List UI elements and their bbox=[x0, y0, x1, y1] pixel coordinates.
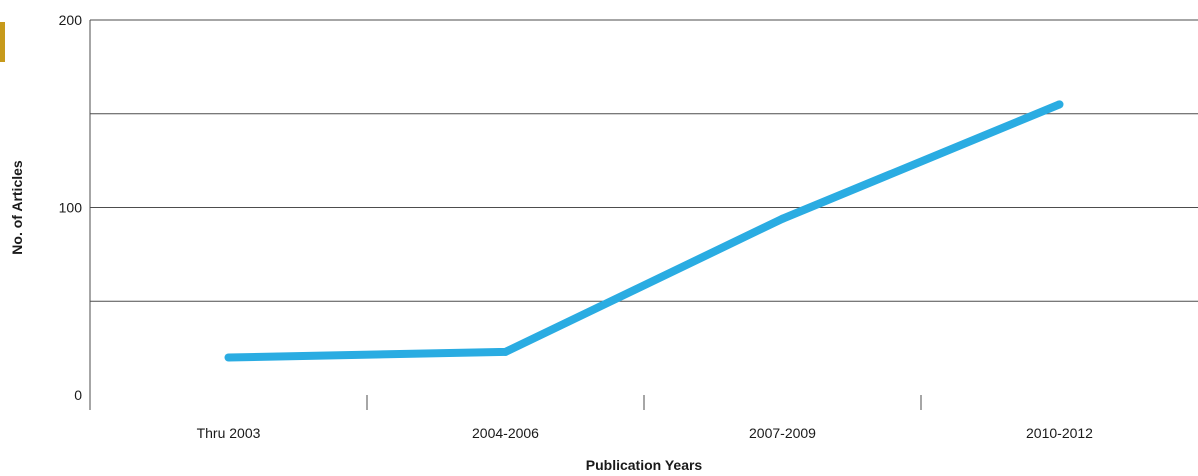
y-tick-label: 0 bbox=[74, 387, 82, 403]
data-point bbox=[1055, 100, 1064, 109]
x-tick-label: 2007-2009 bbox=[749, 425, 816, 441]
x-tick-labels: Thru 2003 2004-2006 2007-2009 2010-2012 bbox=[197, 395, 1093, 441]
data-point bbox=[501, 347, 510, 356]
grid-layer bbox=[90, 19, 1198, 302]
x-tick-label: Thru 2003 bbox=[197, 425, 261, 441]
x-axis-title: Publication Years bbox=[586, 457, 703, 473]
x-tick-label: 2010-2012 bbox=[1026, 425, 1093, 441]
axis-layer bbox=[89, 20, 91, 410]
x-tick-label: 2004-2006 bbox=[472, 425, 539, 441]
series-line bbox=[228, 100, 1062, 362]
y-tick-label: 100 bbox=[59, 200, 83, 216]
data-point bbox=[778, 214, 787, 223]
data-point bbox=[224, 353, 233, 362]
y-axis-title: No. of Articles bbox=[9, 160, 25, 255]
series-layer bbox=[224, 100, 1064, 362]
y-tick-labels: 0 100 200 bbox=[59, 12, 83, 403]
accent-bar bbox=[0, 22, 5, 62]
y-tick-label: 200 bbox=[59, 12, 83, 28]
